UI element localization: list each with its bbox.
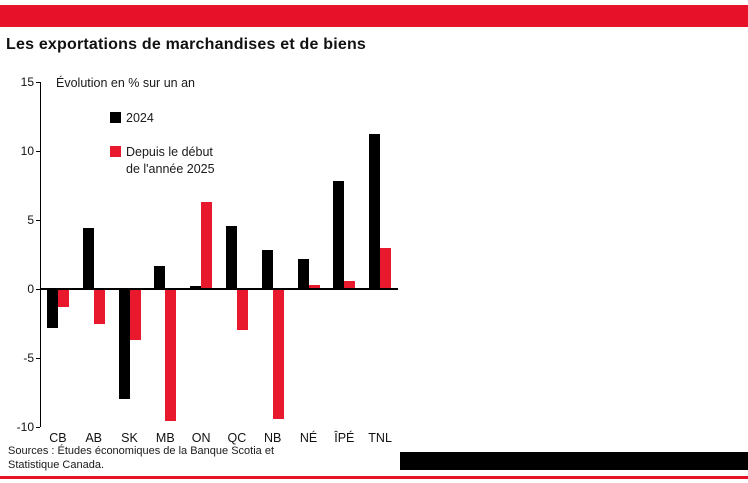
sources-line2: Statistique Canada. bbox=[8, 459, 105, 471]
bar-2024-ON bbox=[190, 286, 202, 289]
x-tick-label: SK bbox=[121, 431, 138, 445]
legend-label-2025: Depuis le début de l'année 2025 bbox=[126, 144, 215, 178]
bar-2024-SK bbox=[118, 289, 130, 400]
top-accent-band bbox=[0, 5, 748, 27]
zero-axis-line bbox=[40, 288, 398, 290]
bar-2024-NÉ bbox=[297, 258, 309, 289]
y-tick-mark bbox=[36, 81, 40, 83]
bar-2025-NÉ bbox=[308, 284, 320, 289]
legend-item-2024: 2024 bbox=[110, 110, 154, 127]
sources-line1: Sources : Études économiques de la Banqu… bbox=[8, 445, 275, 457]
y-axis-line bbox=[40, 82, 41, 427]
bar-2025-ON bbox=[201, 202, 213, 289]
x-tick-label: TNL bbox=[368, 431, 392, 445]
bar-2024-QC bbox=[225, 225, 237, 289]
y-tick-mark bbox=[36, 219, 40, 221]
x-tick-label: NÉ bbox=[299, 431, 318, 445]
y-tick-mark bbox=[36, 150, 40, 152]
bar-2025-SK bbox=[129, 289, 141, 341]
bar-2024-ÎPÉ bbox=[333, 181, 345, 289]
bar-2024-NB bbox=[261, 250, 273, 289]
y-tick-label: -5 bbox=[23, 351, 34, 365]
sources-note: Sources : Études économiques de la Banqu… bbox=[8, 444, 274, 472]
x-tick-label: NB bbox=[264, 431, 282, 445]
chart-title: Les exportations de marchandises et de b… bbox=[6, 36, 367, 53]
y-tick-mark bbox=[36, 288, 40, 290]
y-tick-label: -10 bbox=[16, 420, 34, 434]
x-tick-label: QC bbox=[227, 431, 247, 445]
bar-2024-TNL bbox=[369, 134, 381, 289]
bar-2025-TNL bbox=[380, 247, 392, 289]
bar-2025-MB bbox=[165, 289, 177, 422]
bar-2025-QC bbox=[236, 289, 248, 331]
bar-2025-AB bbox=[93, 289, 105, 324]
legend-label-2025-line2: de l'année 2025 bbox=[126, 162, 215, 176]
legend-label-2025-line1: Depuis le début bbox=[126, 145, 213, 159]
x-tick-label: CB bbox=[49, 431, 67, 445]
bottom-accent-line bbox=[0, 476, 748, 479]
bar-chart: Évolution en % sur un an 2024 Depuis le … bbox=[10, 72, 402, 452]
bar-2025-NB bbox=[272, 289, 284, 419]
x-tick-label: ON bbox=[191, 431, 211, 445]
y-axis-annotation: Évolution en % sur un an bbox=[56, 76, 195, 90]
legend-item-2025: Depuis le début de l'année 2025 bbox=[110, 144, 215, 178]
bar-2025-CB bbox=[57, 289, 69, 307]
legend-swatch-2025 bbox=[110, 146, 121, 157]
y-tick-mark bbox=[36, 357, 40, 359]
y-tick-label: 10 bbox=[20, 144, 34, 158]
bar-2024-CB bbox=[46, 289, 58, 328]
legend-label-2024: 2024 bbox=[126, 111, 154, 125]
x-tick-label: AB bbox=[85, 431, 103, 445]
legend-swatch-2024 bbox=[110, 112, 121, 123]
bar-2025-ÎPÉ bbox=[344, 280, 356, 289]
y-tick-label: 15 bbox=[20, 75, 34, 89]
y-tick-mark bbox=[36, 426, 40, 428]
footer-black-bar bbox=[400, 452, 748, 470]
y-tick-label: 0 bbox=[27, 282, 34, 296]
x-tick-label: MB bbox=[155, 431, 175, 445]
bar-2024-MB bbox=[154, 265, 166, 289]
x-tick-label: ÎPÉ bbox=[334, 431, 355, 445]
y-tick-label: 5 bbox=[27, 213, 34, 227]
bar-2024-AB bbox=[82, 228, 94, 289]
plot-area: Évolution en % sur un an 2024 Depuis le … bbox=[17, 75, 398, 445]
